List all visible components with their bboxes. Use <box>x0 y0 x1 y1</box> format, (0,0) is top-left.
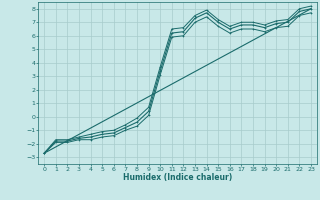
X-axis label: Humidex (Indice chaleur): Humidex (Indice chaleur) <box>123 173 232 182</box>
